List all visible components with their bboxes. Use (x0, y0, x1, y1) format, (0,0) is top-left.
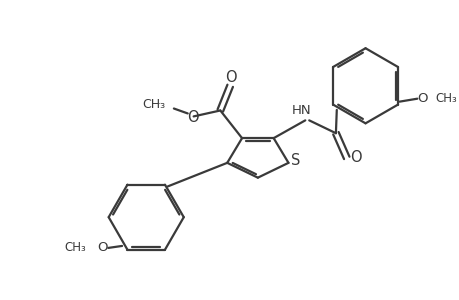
Text: O: O (225, 70, 236, 86)
Text: CH₃: CH₃ (65, 242, 86, 254)
Text: HN: HN (291, 104, 310, 117)
Text: O: O (349, 150, 361, 165)
Text: O: O (97, 242, 107, 254)
Text: methyl: methyl (158, 103, 163, 104)
Text: S: S (290, 153, 299, 168)
Text: CH₃: CH₃ (434, 92, 456, 105)
Text: O: O (416, 92, 426, 105)
Text: CH₃: CH₃ (141, 98, 165, 111)
Text: O: O (186, 110, 198, 125)
